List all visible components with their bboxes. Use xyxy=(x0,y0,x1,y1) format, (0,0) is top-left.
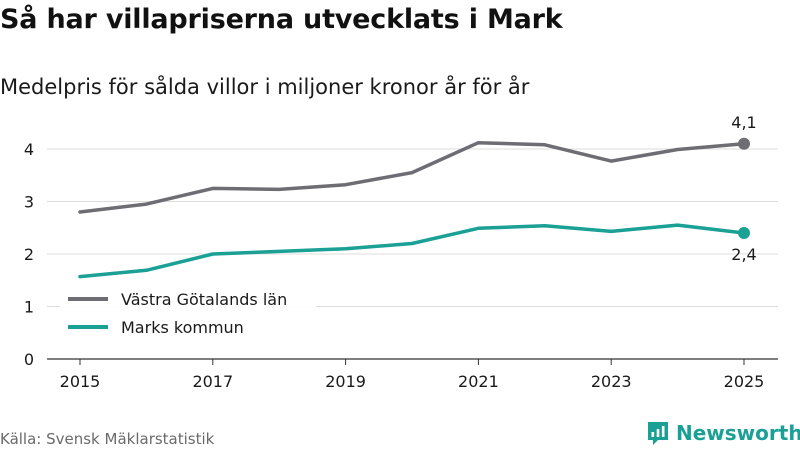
y-tick-label: 3 xyxy=(24,193,34,212)
x-tick-label: 2015 xyxy=(60,372,101,391)
chart-title: Så har villapriserna utvecklats i Mark xyxy=(0,4,563,35)
series-group: 4,1 2,4 xyxy=(78,113,757,279)
source-note: Källa: Svensk Mäklarstatistik xyxy=(0,430,215,448)
x-tick-label: 2019 xyxy=(325,372,366,391)
y-axis: 0 1 2 3 4 xyxy=(24,140,34,369)
series-endpoint-1 xyxy=(738,227,750,239)
legend-label-1: Marks kommun xyxy=(121,318,244,337)
x-tick-label: 2023 xyxy=(591,372,632,391)
series-end-label-1: 2,4 xyxy=(731,245,756,264)
chart-subtitle: Medelpris för sålda villor i miljoner kr… xyxy=(0,75,530,99)
series-line-0 xyxy=(78,140,746,214)
y-tick-label: 0 xyxy=(24,350,34,369)
x-tick-label: 2021 xyxy=(458,372,499,391)
series-end-label-0: 4,1 xyxy=(731,113,756,132)
legend-label-0: Västra Götalands län xyxy=(121,290,287,309)
series-endpoint-0 xyxy=(738,137,750,150)
legend: Västra Götalands län Marks kommun xyxy=(60,284,316,346)
x-tick-label: 2025 xyxy=(724,372,765,391)
newsworthy-logo-icon xyxy=(648,422,668,445)
y-tick-label: 1 xyxy=(24,298,34,317)
x-tick-label: 2017 xyxy=(192,372,233,391)
y-tick-label: 4 xyxy=(24,140,34,159)
legend-background xyxy=(60,284,316,346)
y-tick-label: 2 xyxy=(24,245,34,264)
series-line-1 xyxy=(78,223,746,279)
brand[interactable]: Newsworthy xyxy=(646,420,800,446)
x-axis: 2015 2017 2019 2021 2023 2025 xyxy=(47,358,778,391)
brand-name: Newsworthy xyxy=(676,421,800,445)
